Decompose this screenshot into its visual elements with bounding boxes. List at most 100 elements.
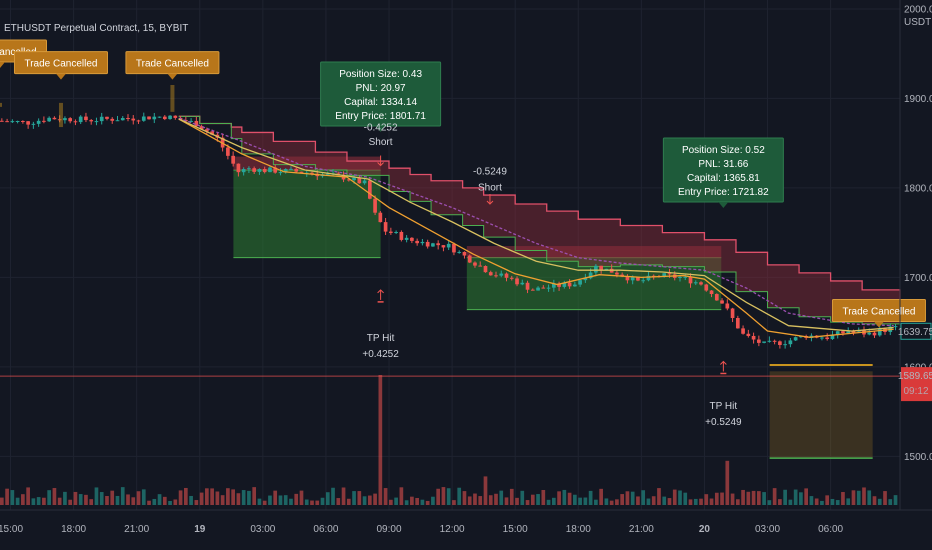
candle-body [846, 331, 851, 334]
volume-bar [515, 497, 519, 505]
annotation-pointer [873, 321, 884, 328]
candle-body [462, 251, 467, 256]
x-tick-label: 20 [699, 524, 711, 535]
candle-body [42, 120, 46, 122]
volume-bar [420, 499, 425, 505]
trade-label: +0.4252 [362, 349, 399, 360]
x-tick-label: 12:00 [440, 524, 465, 535]
volume-bar [110, 490, 115, 505]
volume-bar [835, 500, 840, 505]
volume-bar [778, 499, 782, 505]
volume-bar [683, 492, 688, 505]
volume-bar [462, 491, 467, 505]
candle-body [877, 328, 882, 336]
last-price-tag [900, 322, 932, 340]
volume-bar [525, 500, 530, 505]
y-tick-label: 2000.00 [904, 4, 932, 15]
candle-body [378, 212, 383, 223]
volume-bar [457, 487, 462, 505]
volume-bar [299, 490, 304, 505]
volume-bar [105, 495, 109, 505]
candle-body [262, 169, 267, 173]
volume-bar [783, 489, 787, 505]
candle-body [641, 280, 646, 282]
x-tick-label: 21:00 [124, 524, 149, 535]
candle-body [278, 172, 283, 174]
volume-bar [546, 499, 551, 505]
volume-bar [52, 488, 57, 505]
candle-body [357, 177, 362, 184]
volume-bar [704, 494, 709, 505]
volume-bar [862, 487, 866, 505]
candle-body [746, 333, 751, 336]
volume-bar [630, 491, 635, 505]
candle-body [136, 120, 141, 122]
cancel-marker [0, 102, 2, 107]
volume-bar [389, 499, 393, 505]
candle-body [94, 121, 99, 123]
annotation-pointer [167, 73, 178, 80]
x-tick-label: 18:00 [566, 524, 591, 535]
volume-bar [757, 491, 761, 505]
volume-bar [714, 492, 719, 505]
volume-bar [178, 490, 183, 505]
annotation-text: Position Size: 0.52 [682, 145, 765, 156]
volume-bar [78, 494, 83, 505]
x-tick-label: 19 [194, 524, 206, 535]
volume-bar [57, 497, 62, 505]
candle-body [252, 168, 257, 172]
volume-bar [615, 499, 619, 505]
candle-body [199, 126, 204, 130]
candle-body [10, 121, 15, 123]
green-zone [233, 170, 381, 258]
candle-body [126, 118, 130, 120]
volume-bar [199, 492, 204, 505]
volume-bar [877, 498, 882, 505]
volume-bar [751, 490, 756, 505]
volume-bar [373, 493, 377, 505]
volume-bar [530, 494, 535, 505]
axes: 2000.001900.001800.001700.001600.001500.… [0, 0, 932, 535]
volume-bar [730, 493, 735, 505]
volume-bar [504, 497, 509, 505]
volume-bar [678, 490, 682, 505]
trade-arrow-head [377, 289, 384, 294]
red-zone [466, 246, 722, 258]
candle-body [504, 273, 509, 278]
volume-bar [667, 498, 672, 505]
volume-bar [362, 496, 367, 505]
volume-bar [89, 499, 94, 505]
candle-body [0, 120, 4, 122]
volume-bar [294, 493, 299, 505]
candle-body [68, 118, 73, 122]
volume-bar [331, 487, 335, 505]
candle-body [667, 273, 672, 275]
moving-averages [178, 117, 894, 338]
candle-body [15, 120, 20, 122]
annotation-text: Capital: 1365.81 [687, 173, 760, 184]
candle-body [615, 272, 619, 275]
candle-body [483, 266, 488, 273]
candle-body [530, 289, 535, 291]
volume-bar [883, 491, 887, 505]
trade-arrow-head [720, 360, 727, 365]
cancel-marker [58, 102, 63, 128]
volume-bar [825, 495, 830, 505]
volume-bar [252, 487, 257, 505]
candle-body [867, 332, 872, 335]
annotation-text: Capital: 1334.14 [344, 97, 417, 108]
candle-body [594, 265, 598, 273]
volume-bar [394, 497, 398, 505]
volume-bar [688, 499, 693, 505]
candle-body [478, 265, 483, 267]
moving-average-line [178, 118, 894, 332]
candle-body [720, 300, 724, 304]
candle-body [520, 282, 525, 285]
volume-bar [304, 499, 309, 505]
price-tags: 1639.75 1589.65 09:12 [898, 322, 932, 402]
volume-bar [467, 496, 472, 505]
volume-bar [741, 489, 745, 505]
volume-bar [152, 498, 157, 505]
